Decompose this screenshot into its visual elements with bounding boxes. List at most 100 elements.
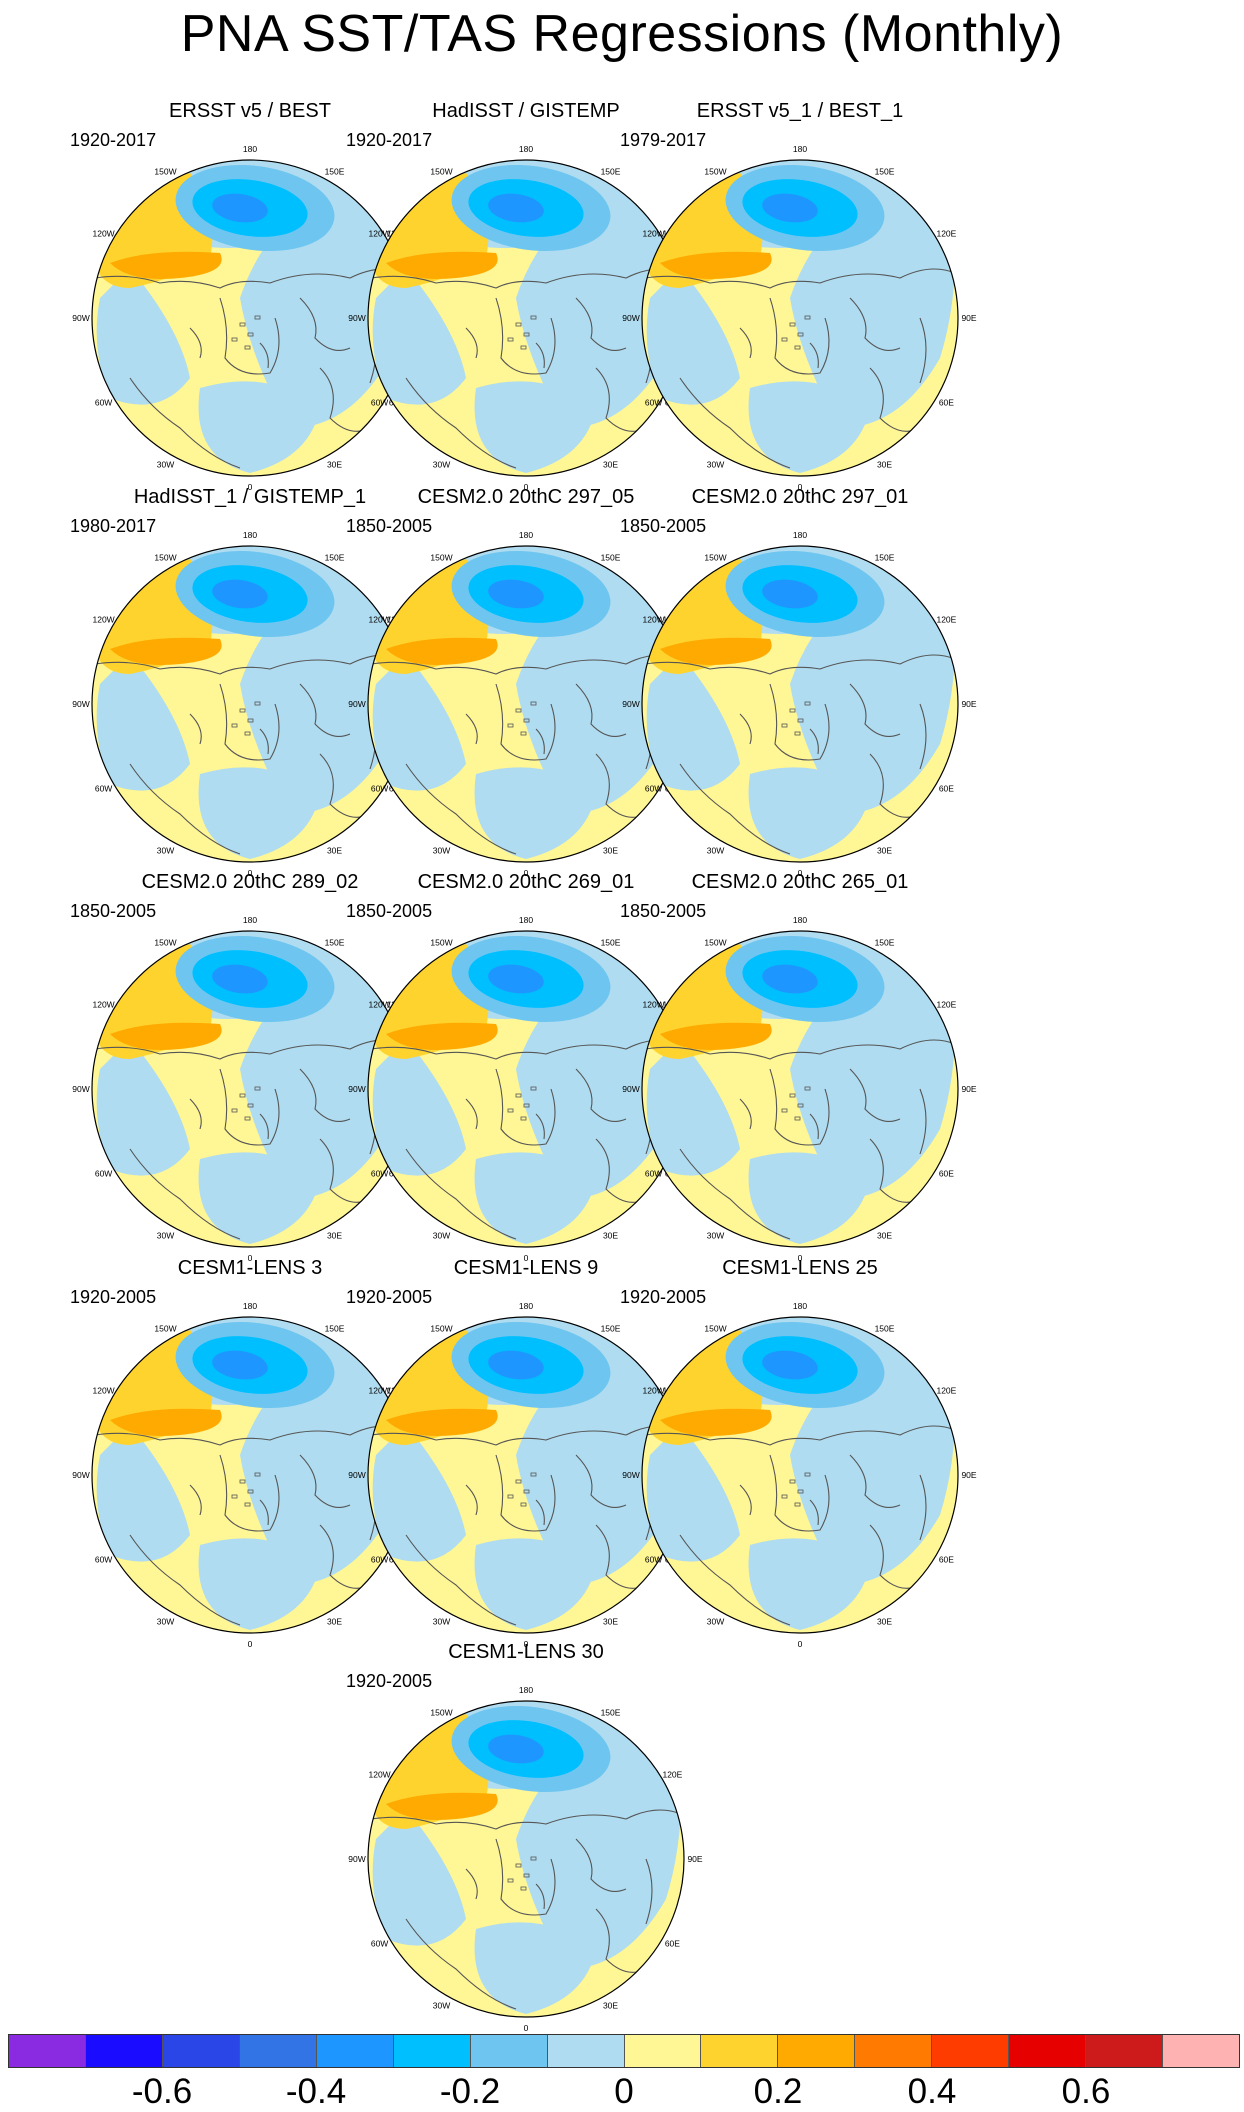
negative-anomaly-core xyxy=(762,579,818,609)
coastline xyxy=(129,1534,241,1626)
coastline xyxy=(575,297,627,351)
island xyxy=(797,718,804,723)
longitude-label: 120W xyxy=(642,1386,664,1396)
longitude-label: 0 xyxy=(524,482,529,492)
longitude-label: 90W xyxy=(348,1470,365,1480)
longitude-label: 60W xyxy=(95,1555,112,1565)
longitude-label: 30E xyxy=(327,459,342,469)
longitude-label: 0 xyxy=(248,1253,253,1263)
colorbar-tick-label: 0.6 xyxy=(1061,2072,1111,2111)
longitude-label: 60E xyxy=(665,1939,680,1949)
longitude-label: 150W xyxy=(704,167,726,177)
island xyxy=(254,1472,261,1477)
panel-title: CESM1-LENS 30 xyxy=(448,1641,604,1663)
longitude-label: 30W xyxy=(157,1616,174,1626)
coastline xyxy=(189,1098,202,1130)
island xyxy=(254,1086,261,1091)
positive-anomaly-core xyxy=(110,1022,222,1050)
negative-region-south xyxy=(474,381,596,473)
coastline xyxy=(595,1524,647,1589)
coastline xyxy=(849,1068,901,1122)
negative-region-atlantic xyxy=(372,654,466,791)
island xyxy=(247,332,254,337)
island xyxy=(530,1086,537,1091)
longitude-label: 30W xyxy=(707,1230,724,1240)
longitude-label: 150E xyxy=(875,167,895,177)
coastline xyxy=(575,1068,627,1122)
panel-period: 1850-2005 xyxy=(346,901,433,921)
colorbar-box xyxy=(1086,2035,1164,2067)
island xyxy=(515,1093,522,1098)
longitude-label: 90E xyxy=(961,313,976,323)
coastline xyxy=(869,753,921,818)
negative-region-south xyxy=(198,1538,320,1630)
longitude-label: 0 xyxy=(524,2023,529,2033)
longitude-label: 180 xyxy=(243,144,257,154)
coastline xyxy=(495,683,556,761)
longitude-label: 90W xyxy=(72,313,89,323)
island xyxy=(530,701,537,706)
coastline xyxy=(595,1138,647,1203)
positive-anomaly-core xyxy=(386,637,498,665)
map-panel: CESM2.0 20thC 265_01 1850-2005 180 150E 120E… xyxy=(620,871,980,1263)
colorbar-tick-label: -0.4 xyxy=(285,2072,347,2111)
island xyxy=(781,1108,788,1113)
negative-region-south xyxy=(198,1152,320,1244)
coastline xyxy=(465,1484,478,1516)
negative-region-atlantic xyxy=(96,654,190,791)
negative-region-south xyxy=(198,381,320,473)
coastline xyxy=(405,1918,517,2010)
longitude-label: 150W xyxy=(154,553,176,563)
island xyxy=(523,718,530,723)
coastline xyxy=(370,1425,682,1446)
coastline xyxy=(495,1454,556,1532)
coastline xyxy=(645,1858,653,1925)
positive-anomaly-core xyxy=(386,1792,498,1820)
colorbar xyxy=(8,2034,1240,2068)
positive-anomaly-core xyxy=(660,1408,772,1436)
island xyxy=(254,701,261,706)
longitude-label: 90W xyxy=(348,313,365,323)
longitude-label: 120W xyxy=(368,1000,390,1010)
coastline xyxy=(405,1148,517,1240)
longitude-label: 150E xyxy=(325,167,345,177)
negative-anomaly-core xyxy=(762,193,818,223)
coastline xyxy=(370,1809,682,1830)
island xyxy=(231,1494,238,1499)
coastline xyxy=(869,367,921,432)
island xyxy=(523,1873,530,1878)
negative-region-south xyxy=(198,767,320,859)
longitude-label: 150W xyxy=(704,553,726,563)
island xyxy=(507,1108,514,1113)
coastline xyxy=(189,713,202,745)
colorbar-box xyxy=(1163,2035,1239,2067)
coastline xyxy=(679,763,791,855)
coastline xyxy=(299,1454,351,1508)
longitude-label: 30W xyxy=(707,845,724,855)
panel-title: CESM1-LENS 25 xyxy=(722,1257,878,1279)
island xyxy=(789,708,796,713)
island xyxy=(231,337,238,342)
coastline xyxy=(94,268,406,289)
longitude-label: 60W xyxy=(645,1555,662,1565)
coastline xyxy=(219,1454,280,1532)
longitude-label: 150E xyxy=(875,938,895,948)
longitude-label: 60W xyxy=(95,784,112,794)
coastline xyxy=(809,1113,819,1140)
longitude-label: 90W xyxy=(622,1084,639,1094)
longitude-label: 30W xyxy=(707,459,724,469)
island xyxy=(789,1479,796,1484)
coastline xyxy=(370,268,682,289)
coastline xyxy=(405,377,517,469)
island xyxy=(244,345,251,350)
longitude-label: 90W xyxy=(622,699,639,709)
longitude-label: 0 xyxy=(524,1253,529,1263)
colorbar-tick-label: -0.6 xyxy=(131,2072,193,2111)
coastline xyxy=(259,728,269,755)
coastline xyxy=(189,327,202,359)
longitude-label: 180 xyxy=(243,915,257,925)
coastline xyxy=(644,654,956,675)
positive-anomaly-core xyxy=(110,637,222,665)
